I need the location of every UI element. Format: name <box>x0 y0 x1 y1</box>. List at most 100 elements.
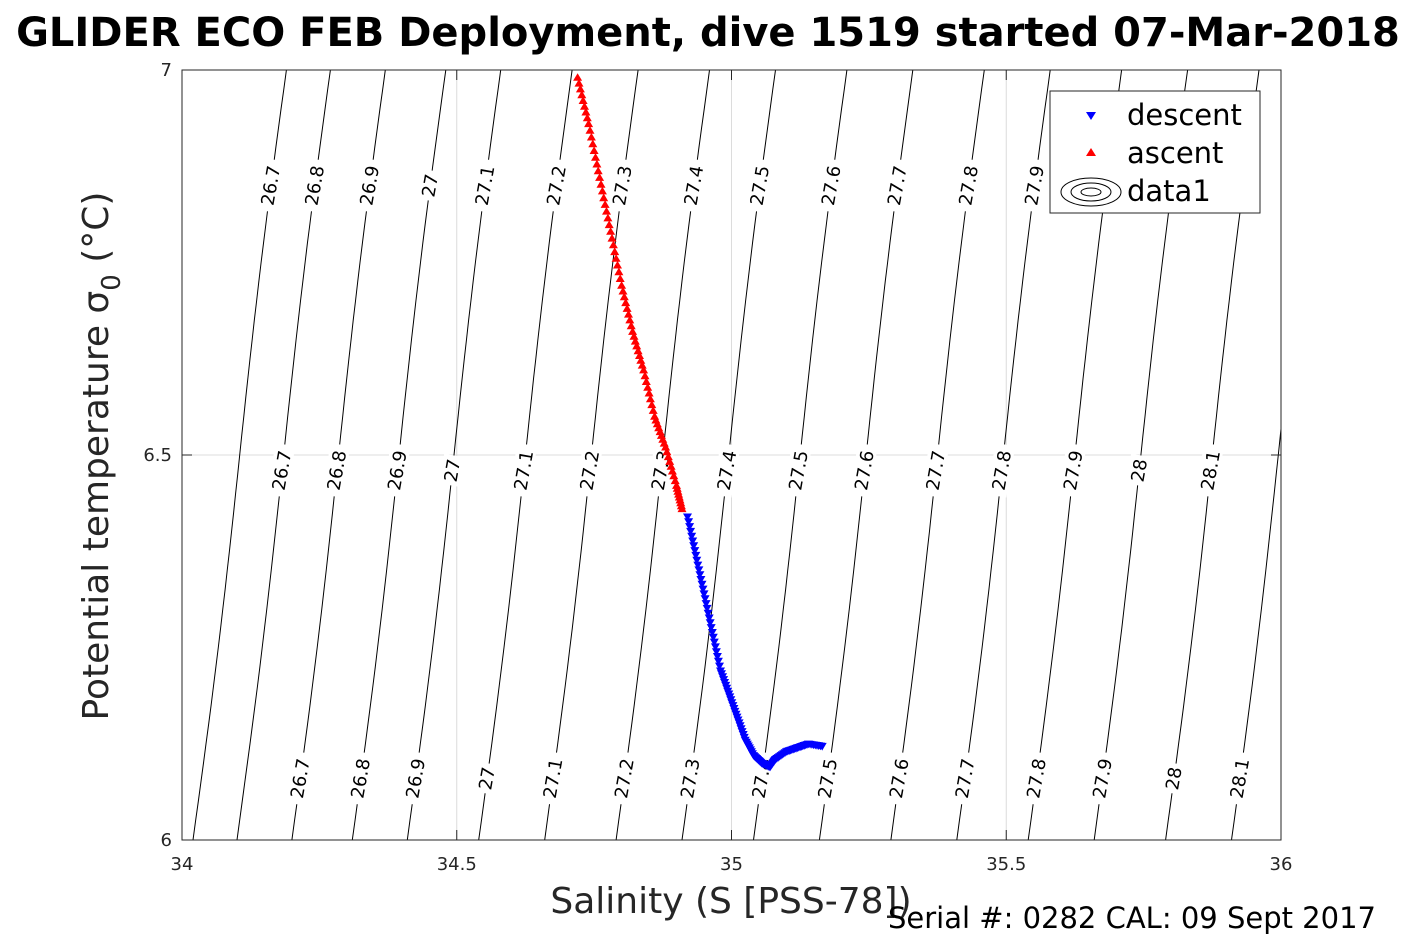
ascent-point <box>635 351 644 359</box>
descent-point <box>690 547 700 555</box>
contour-label-background <box>1057 442 1087 498</box>
ascent-point <box>665 457 675 465</box>
ascent-point <box>647 400 657 409</box>
x-tick-label: 36 <box>1270 854 1293 875</box>
descent-point <box>689 542 699 550</box>
ascent-point <box>621 298 631 307</box>
contour-label-background <box>953 157 983 213</box>
contour-label-group: 27.9 <box>1087 750 1117 806</box>
ascent-point <box>637 361 647 369</box>
ascent-point <box>633 346 643 355</box>
y-axis-ticks: 66.57 <box>143 60 1281 851</box>
ascent-point <box>629 332 639 340</box>
ascent-point <box>575 84 585 93</box>
contour-label-background <box>675 750 704 806</box>
ascent-point <box>617 281 627 289</box>
contour-label-background <box>438 453 464 487</box>
contour-label-background <box>1125 453 1151 487</box>
descent-point <box>700 595 710 603</box>
descent-point <box>707 629 717 637</box>
y-tick-label: 7 <box>161 60 172 81</box>
contour-label-background <box>255 157 285 213</box>
contour-label-background <box>537 750 567 806</box>
x-tick-label: 34.5 <box>437 854 477 875</box>
ascent-point <box>630 336 640 345</box>
legend-contour-label: data1 <box>1127 174 1211 208</box>
ascent-point <box>615 274 625 282</box>
contour-label-background <box>881 157 911 213</box>
ascent-point <box>669 471 679 480</box>
ascent-point <box>591 153 600 161</box>
contour-label-background <box>400 750 430 806</box>
descent-point <box>713 657 723 666</box>
legend-box <box>1049 90 1261 214</box>
ascent-point <box>600 200 610 208</box>
legend-descent-label: descent <box>1127 98 1242 132</box>
ascent-point <box>640 371 650 380</box>
chart-title: GLIDER ECO FEB Deployment, dive 1519 sta… <box>16 10 1400 56</box>
ascent-point <box>636 356 646 364</box>
x-tick-label: 35.5 <box>986 854 1026 875</box>
contour-label-background <box>815 157 845 213</box>
contour-label-group: 27 <box>473 761 500 795</box>
contour-label-background <box>299 157 329 213</box>
descent-point <box>697 580 707 589</box>
contour-label-background <box>574 442 604 498</box>
contour-label-background <box>1224 750 1254 806</box>
contour-label-background <box>508 442 538 498</box>
contour-label: 28 <box>1162 765 1187 791</box>
ascent-point <box>584 119 594 128</box>
contour-label-background <box>354 157 384 213</box>
descent-point <box>685 523 695 531</box>
contour-label-background <box>744 157 774 213</box>
ascent-point <box>622 304 632 312</box>
contour-label: 28 <box>1127 457 1152 483</box>
contour-label-group: 26.7 <box>255 157 285 213</box>
legend: descent ascent data1 <box>1049 90 1261 214</box>
contour-label-background <box>284 750 314 806</box>
ascent-point <box>596 180 606 188</box>
descent-point <box>701 600 711 608</box>
ascent-point <box>595 173 605 181</box>
ascent-point <box>604 220 614 229</box>
descent-point <box>709 638 719 647</box>
contour-label: 27 <box>475 765 500 791</box>
y-axis-label: Potential temperature σ0 (°C) <box>76 192 127 721</box>
descent-point <box>703 609 713 618</box>
ascent-point <box>608 240 618 249</box>
descent-point <box>688 537 698 546</box>
descent-point <box>705 619 715 627</box>
ascent-point <box>628 327 638 335</box>
ascent-point <box>581 107 591 116</box>
descent-point <box>691 551 701 560</box>
ascent-point <box>661 442 671 451</box>
contour-label-group: 27 <box>438 453 465 487</box>
ascent-point <box>666 462 676 470</box>
contour-label-background <box>345 750 375 806</box>
descent-point <box>687 532 697 541</box>
contour-label-background <box>949 750 979 806</box>
descent-point <box>699 590 709 599</box>
descent-point <box>694 566 704 574</box>
contour-label-background <box>609 750 638 806</box>
contour-label: 27 <box>418 172 443 198</box>
ascent-point <box>648 406 658 414</box>
contour-label-background <box>469 157 499 213</box>
ascent-point <box>643 383 653 391</box>
ascent-point <box>589 146 599 154</box>
ascent-point <box>603 213 613 222</box>
descent-point <box>692 556 702 565</box>
data-points <box>573 73 827 772</box>
descent-point <box>683 513 692 522</box>
contour-label-background <box>416 168 442 202</box>
contour-label-background <box>986 442 1016 498</box>
ascent-point <box>606 227 616 235</box>
ascent-point <box>644 388 654 397</box>
ascent-point <box>677 504 687 513</box>
ascent-point <box>580 102 589 110</box>
ascent-point <box>607 233 617 242</box>
descent-point <box>710 643 720 651</box>
y-axis-label-subscript: 0 <box>97 274 127 291</box>
descent-point <box>698 585 708 594</box>
ascent-point <box>632 341 642 350</box>
